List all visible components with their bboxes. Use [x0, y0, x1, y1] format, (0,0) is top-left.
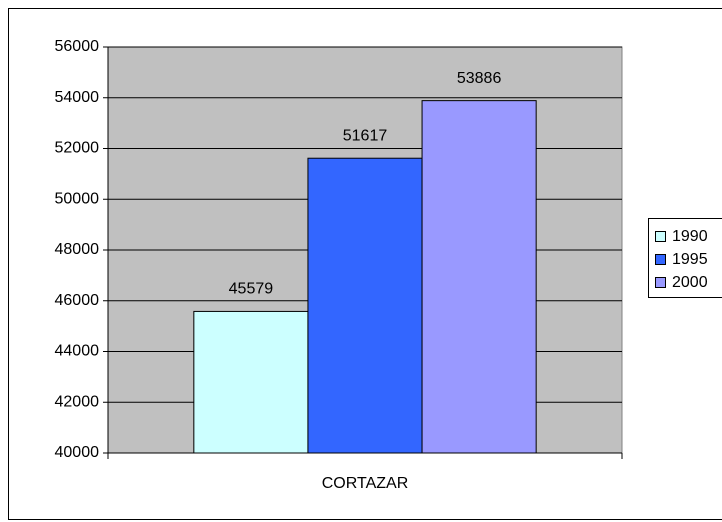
- value-label: 45579: [229, 281, 274, 298]
- x-tick-label: CORTAZAR: [322, 475, 409, 492]
- y-tick-label: 48000: [55, 241, 100, 258]
- y-tick-label: 56000: [55, 38, 100, 55]
- legend-swatch: [655, 254, 666, 265]
- legend-label: 2000: [672, 274, 708, 291]
- legend-label: 1990: [672, 228, 708, 245]
- y-tick-label: 40000: [55, 444, 100, 461]
- bar: [421, 100, 537, 454]
- y-tick-label: 50000: [55, 190, 100, 207]
- y-tick-label: 42000: [55, 393, 100, 410]
- y-tick-label: 46000: [55, 292, 100, 309]
- bar: [193, 310, 309, 454]
- value-label: 51617: [343, 127, 388, 144]
- y-tick-label: 44000: [55, 343, 100, 360]
- y-tick-label: 54000: [55, 89, 100, 106]
- value-label: 53886: [457, 70, 502, 87]
- bar: [307, 157, 423, 454]
- y-tick-label: 52000: [55, 140, 100, 157]
- legend-swatch: [655, 277, 666, 288]
- legend-label: 1995: [672, 251, 708, 268]
- legend-swatch: [655, 231, 666, 242]
